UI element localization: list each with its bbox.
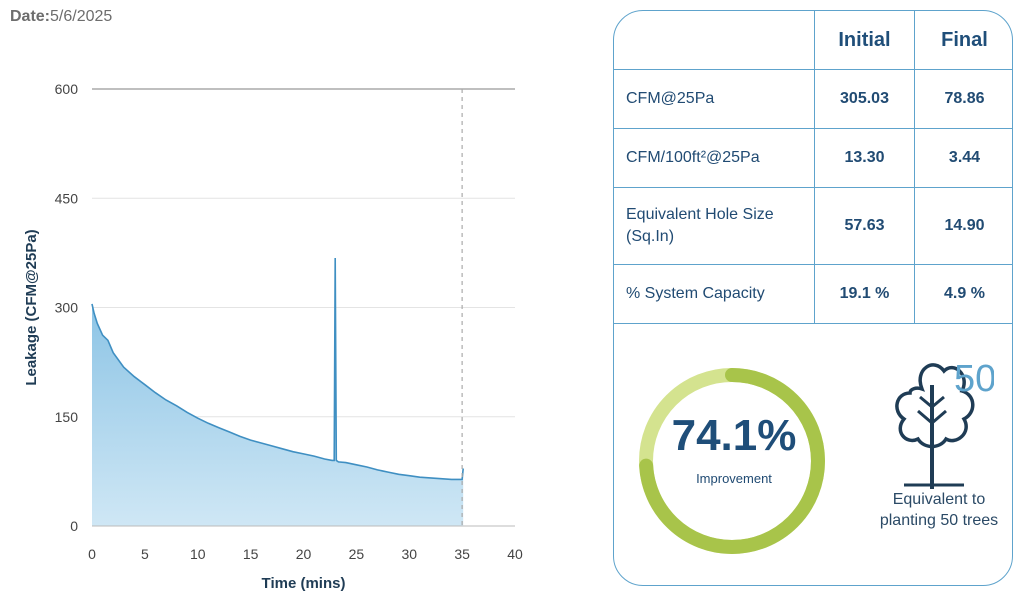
table-row: CFM@25Pa 305.03 78.86 [614, 70, 1012, 129]
improvement-ring [639, 368, 825, 554]
table-row: % System Capacity 19.1 % 4.9 % [614, 265, 1012, 324]
tree-icon: 50 [895, 358, 994, 489]
results-card: Initial Final CFM@25Pa 305.03 78.86 CFM/… [613, 10, 1013, 586]
x-axis-label: Time (mins) [262, 575, 346, 592]
table-row: CFM/100ft²@25Pa 13.30 3.44 [614, 129, 1012, 188]
y-tick-label: 600 [55, 81, 79, 97]
row-final: 4.9 % [914, 265, 1012, 323]
row-label: Equivalent Hole Size (Sq.In) [626, 206, 774, 245]
y-tick-label: 0 [70, 518, 78, 534]
x-tick-label: 35 [454, 546, 470, 562]
row-label: % System Capacity [626, 285, 765, 302]
table-row: Equivalent Hole Size (Sq.In) 57.63 14.90 [614, 188, 1012, 265]
x-tick-label: 30 [401, 546, 417, 562]
row-initial: 305.03 [814, 70, 914, 128]
header-blank [614, 11, 814, 69]
improvement-value: 74.1% [671, 411, 797, 460]
trees-caption-line1: Equivalent to [892, 491, 986, 508]
row-final: 78.86 [914, 70, 1012, 128]
row-final: 3.44 [914, 129, 1012, 187]
ring-progress [639, 368, 825, 554]
x-tick-label: 0 [88, 546, 96, 562]
x-tick-label: 10 [190, 546, 206, 562]
row-initial: 13.30 [814, 129, 914, 187]
table-header-row: Initial Final [614, 11, 1012, 70]
header-final: Final [914, 11, 1012, 69]
x-tick-label: 20 [296, 546, 312, 562]
trees-caption: Equivalent to planting 50 trees [859, 489, 1012, 531]
improvement-label: Improvement [696, 471, 772, 486]
date-label: Date:5/6/2025 [10, 8, 113, 25]
x-tick-label: 5 [141, 546, 149, 562]
leakage-area [92, 258, 464, 526]
x-tick-label: 40 [507, 546, 523, 562]
trees-caption-line2: planting 50 trees [879, 512, 999, 529]
row-label: CFM@25Pa [626, 90, 715, 107]
x-tick-label: 25 [349, 546, 365, 562]
tree-count: 50 [954, 358, 994, 400]
leakage-line [91, 257, 464, 481]
row-final: 14.90 [914, 188, 1012, 264]
y-tick-label: 450 [55, 190, 79, 206]
leakage-chart: 0 150 300 450 600 0 5 10 15 20 25 30 35 40 Time (mins)… [23, 81, 523, 592]
row-initial: 57.63 [814, 188, 914, 264]
y-tick-label: 150 [55, 409, 79, 425]
y-axis-label: Leakage (CFM@25Pa) [23, 229, 40, 385]
header-initial: Initial [814, 11, 914, 69]
row-initial: 19.1 % [814, 265, 914, 323]
row-label: CFM/100ft²@25Pa [626, 149, 760, 166]
y-tick-label: 300 [55, 300, 79, 316]
x-tick-label: 15 [243, 546, 259, 562]
